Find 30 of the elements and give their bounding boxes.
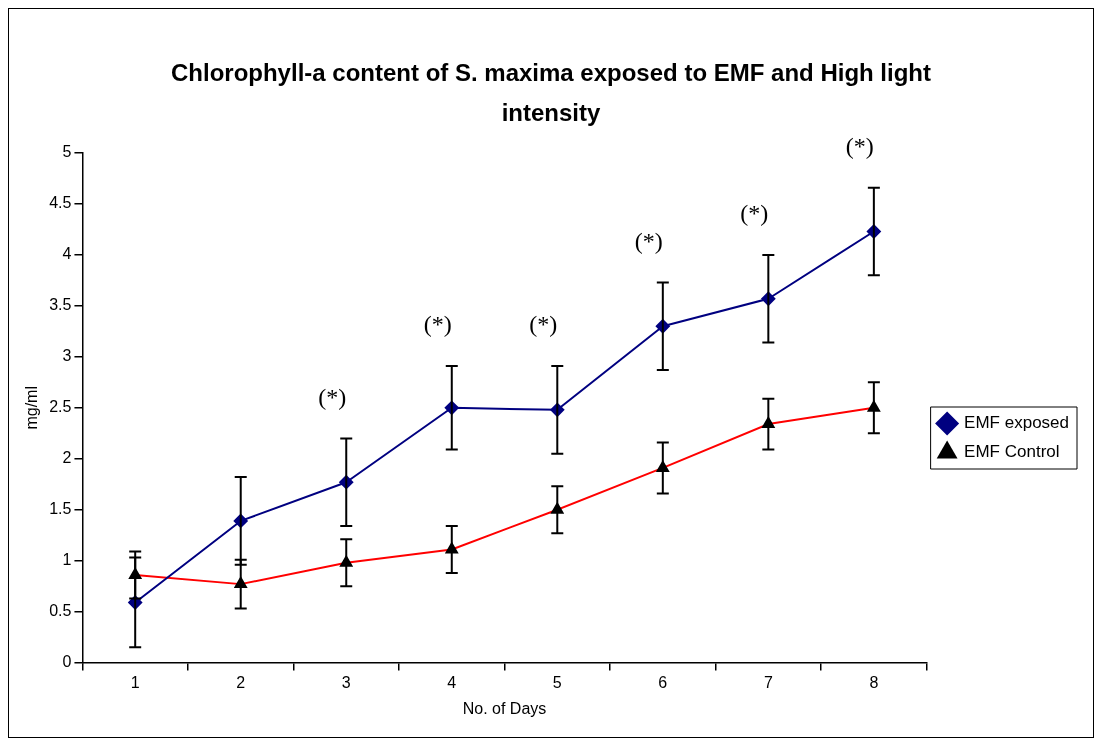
x-tick-label: 5 xyxy=(552,673,562,691)
x-tick-label: 3 xyxy=(341,673,351,691)
y-tick-label: 1 xyxy=(62,551,72,569)
legend-label: EMF exposed xyxy=(964,413,1070,433)
y-tick-label: 3.5 xyxy=(49,296,72,314)
y-tick-label: 0 xyxy=(62,653,72,671)
annotation: (*) xyxy=(529,311,558,338)
y-tick-label: 1.5 xyxy=(49,500,72,518)
y-tick-label: 4 xyxy=(62,245,72,263)
x-axis-title: No. of Days xyxy=(462,699,547,717)
x-tick-label: 1 xyxy=(130,673,140,691)
x-tick-label: 4 xyxy=(447,673,457,691)
y-tick-label: 3 xyxy=(62,347,72,365)
y-axis-title: mg/ml xyxy=(23,386,41,430)
annotation: (*) xyxy=(318,383,347,410)
annotation: (*) xyxy=(845,132,874,159)
x-tick-label: 6 xyxy=(658,673,668,691)
annotation: (*) xyxy=(634,227,663,254)
annotation: (*) xyxy=(423,311,452,338)
x-tick-label: 2 xyxy=(236,673,246,691)
x-tick-label: 7 xyxy=(763,673,773,691)
y-tick-label: 4.5 xyxy=(49,194,72,212)
y-tick-label: 5 xyxy=(62,143,72,161)
x-tick-label: 8 xyxy=(869,673,879,691)
legend-label: EMF Control xyxy=(964,442,1060,462)
chart-title: Chlorophyll-a content of S. maxima exposed to EMF and High light intensity xyxy=(169,58,932,128)
y-tick-label: 0.5 xyxy=(49,602,72,620)
y-tick-label: 2.5 xyxy=(49,398,72,416)
annotation: (*) xyxy=(740,200,769,227)
y-tick-label: 2 xyxy=(62,449,72,467)
